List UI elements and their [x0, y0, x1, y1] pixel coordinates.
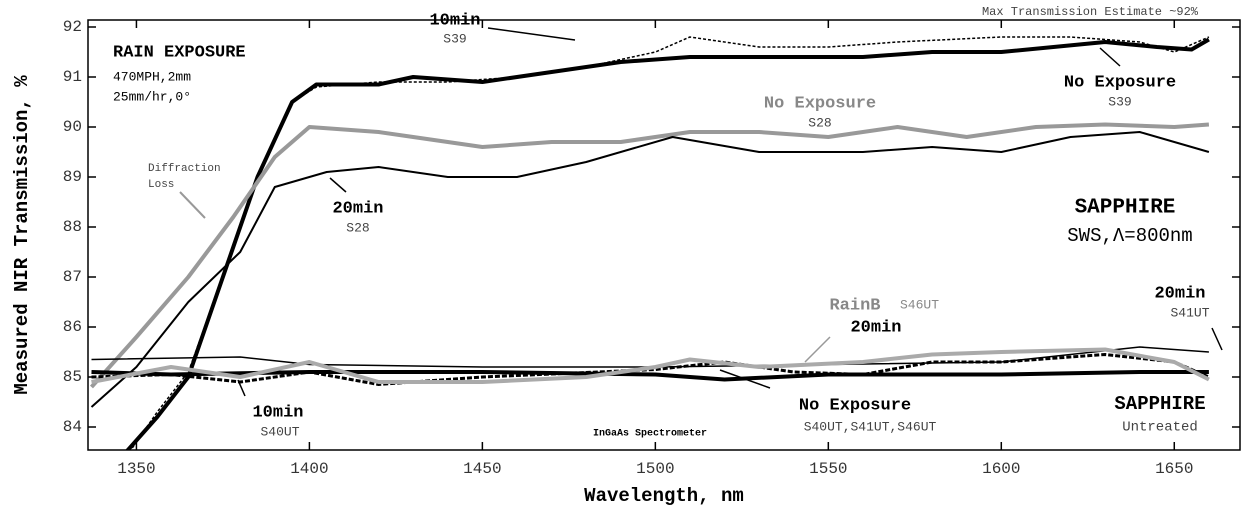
y-tick-label: 90	[63, 118, 82, 136]
annotation: SAPPHIRE	[1075, 197, 1176, 220]
series-label: No Exposure	[799, 396, 911, 415]
leader-line	[719, 369, 771, 389]
series-sample: S41UT	[1170, 305, 1209, 320]
leader-line	[329, 177, 347, 193]
leader-line	[487, 27, 576, 41]
annotation: Diffraction	[148, 163, 221, 175]
x-tick-label: 1400	[290, 460, 328, 478]
series-label: 20min	[332, 199, 383, 218]
annotation: InGaAs Spectrometer	[593, 429, 707, 440]
series-sample: S39	[1108, 94, 1131, 109]
x-tick-label: 1650	[1155, 460, 1193, 478]
leader-line	[179, 191, 206, 219]
plot-area	[90, 36, 1210, 450]
annotation: 470MPH,2mm	[113, 69, 191, 84]
y-axis-label: Measured NIR Transmission, %	[11, 75, 33, 395]
leader-lines	[237, 27, 1223, 397]
series-sample: S39	[443, 31, 466, 46]
series-line	[91, 347, 1210, 384]
series-sample: S40UT	[260, 424, 299, 439]
series-sample: S46UT	[900, 297, 939, 312]
annotation: Loss	[148, 179, 174, 191]
series-line	[91, 353, 1210, 386]
annotation: Max Transmission Estimate ~92%	[982, 5, 1199, 19]
plot-frame	[87, 19, 1241, 451]
series-sample: S28	[346, 220, 369, 235]
x-axis-label: Wavelength, nm	[584, 485, 744, 507]
leader-line	[1099, 47, 1121, 67]
series-label: 20min	[850, 318, 901, 337]
y-tick-label: 85	[63, 368, 82, 386]
y-tick-label: 91	[63, 68, 82, 86]
leader-line	[237, 379, 246, 397]
y-tick-label: 88	[63, 218, 82, 236]
x-tick-label: 1600	[982, 460, 1020, 478]
annotation: SAPPHIRE	[1114, 393, 1205, 415]
series-label: 20min	[1154, 284, 1205, 303]
y-tick-label: 92	[63, 18, 82, 36]
y-tick-label: 87	[63, 268, 82, 286]
series-sample: S40UT,S41UT,S46UT	[804, 419, 937, 434]
leader-line	[804, 336, 831, 363]
series-line	[91, 370, 1209, 382]
series-label: No Exposure	[1064, 73, 1176, 92]
annotation: SWS,Λ=800nm	[1067, 225, 1192, 247]
annotation: Untreated	[1122, 420, 1198, 436]
series-line	[125, 37, 1210, 450]
series-line	[129, 36, 1210, 450]
x-tick-label: 1450	[463, 460, 501, 478]
annotation: 25mm/hr,0°	[113, 89, 191, 104]
series-line	[90, 122, 1210, 389]
series-sample: S28	[808, 115, 831, 130]
y-tick-label: 86	[63, 318, 82, 336]
annotation: RAIN EXPOSURE	[113, 43, 246, 62]
series-label: RainB	[829, 296, 880, 315]
series-label: No Exposure	[764, 94, 876, 113]
x-tick-label: 1550	[809, 460, 847, 478]
y-tick-label: 89	[63, 168, 82, 186]
leader-line	[1211, 327, 1223, 351]
series-label: 10min	[429, 11, 480, 30]
y-tick-label: 84	[63, 418, 82, 436]
series-line	[90, 131, 1210, 408]
series-label: 10min	[252, 403, 303, 422]
x-tick-label: 1500	[636, 460, 674, 478]
x-tick-label: 1350	[117, 460, 155, 478]
